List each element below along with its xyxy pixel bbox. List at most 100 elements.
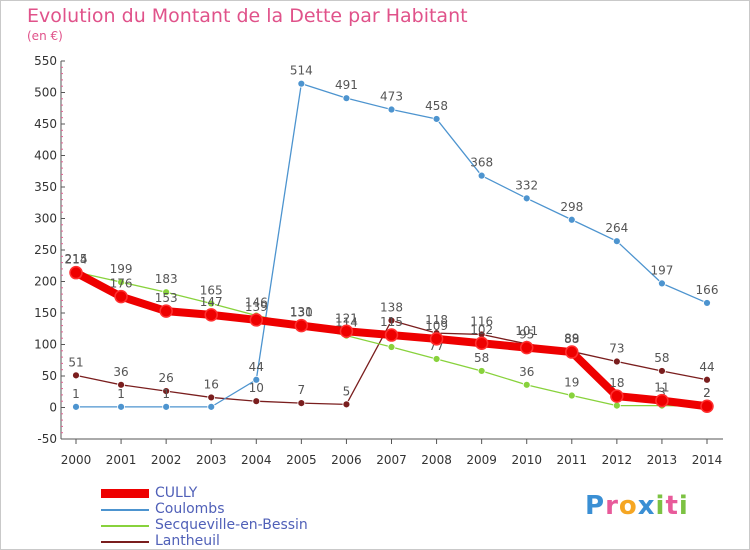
- data-label: 458: [425, 99, 448, 113]
- data-point: [339, 324, 354, 339]
- data-label: 1: [162, 387, 170, 401]
- data-label: 95: [519, 328, 534, 342]
- unit-label: (en €): [27, 29, 63, 43]
- data-label: 118: [425, 313, 448, 327]
- x-tick-label: 2002: [151, 453, 182, 467]
- data-point: [567, 215, 576, 224]
- legend-label: Secqueville-en-Bessin: [155, 517, 308, 533]
- data-label: 58: [474, 351, 489, 365]
- legend-swatch: [101, 525, 149, 527]
- x-tick-label: 2000: [61, 453, 92, 467]
- data-label: 73: [609, 342, 624, 356]
- data-point: [159, 304, 173, 318]
- data-point: [565, 345, 579, 359]
- data-point: [429, 332, 444, 346]
- data-point: [204, 308, 218, 322]
- y-tick-label: 0: [49, 401, 57, 415]
- data-label: 153: [155, 291, 178, 305]
- data-label: 7: [298, 383, 306, 397]
- data-point: [297, 79, 306, 88]
- data-point: [384, 328, 399, 342]
- data-label: 473: [380, 90, 403, 104]
- data-label: 3: [658, 386, 666, 400]
- data-label: 102: [470, 323, 493, 337]
- data-point: [117, 278, 125, 287]
- legend-swatch: [101, 489, 149, 498]
- data-point: [162, 288, 171, 297]
- data-point: [612, 357, 621, 366]
- data-label: 36: [519, 365, 534, 379]
- data-point: [207, 402, 216, 411]
- data-point: [207, 393, 216, 402]
- data-point: [522, 194, 531, 203]
- data-label: 121: [335, 311, 358, 325]
- data-label: 491: [335, 78, 358, 92]
- data-point: [703, 299, 711, 307]
- data-label: 1: [117, 387, 125, 401]
- data-label: 139: [245, 300, 268, 314]
- data-point: [69, 265, 83, 280]
- data-label: 138: [380, 301, 403, 315]
- data-point: [387, 343, 396, 351]
- x-tick-label: 2014: [692, 453, 723, 467]
- data-point: [658, 367, 666, 375]
- data-point: [207, 299, 216, 308]
- data-point: [387, 316, 396, 325]
- logo-letter: P: [585, 491, 606, 521]
- data-label: 1: [72, 387, 80, 401]
- y-tick-label: 100: [34, 338, 57, 352]
- data-label: 26: [159, 371, 174, 385]
- data-point: [294, 318, 309, 333]
- legend-swatch: [101, 541, 149, 543]
- x-tick-label: 2008: [421, 453, 452, 467]
- data-label: 10: [249, 381, 264, 395]
- logo-letter: x: [637, 491, 656, 521]
- legend-label: Lantheuil: [155, 533, 220, 549]
- data-point: [474, 336, 489, 350]
- data-label: 131: [290, 305, 313, 319]
- data-label: 264: [605, 221, 628, 235]
- logo-letter: o: [618, 491, 638, 521]
- data-label: 183: [155, 272, 178, 286]
- data-point: [700, 399, 714, 413]
- data-point: [162, 387, 171, 396]
- data-point: [612, 401, 621, 410]
- data-label: 215: [65, 252, 88, 266]
- data-point: [252, 397, 261, 406]
- series-line-coulombs: [75, 83, 708, 408]
- data-point: [703, 375, 711, 384]
- data-point: [114, 289, 128, 304]
- x-tick-label: 2013: [647, 453, 678, 467]
- data-label: 166: [696, 283, 719, 297]
- data-label: 147: [200, 295, 223, 309]
- data-point: [432, 115, 441, 123]
- data-point: [342, 94, 351, 103]
- data-label: 89: [564, 331, 579, 345]
- data-point: [252, 375, 261, 384]
- data-label: 199: [110, 262, 133, 276]
- data-label: 109: [425, 319, 448, 333]
- logo-letter: r: [605, 491, 619, 521]
- y-tick-label: 150: [34, 306, 57, 320]
- y-tick-label: 450: [34, 117, 57, 131]
- x-tick-label: 2009: [466, 453, 497, 467]
- x-tick-label: 2003: [196, 453, 227, 467]
- y-tick-label: -50: [37, 432, 57, 446]
- data-label: 36: [113, 365, 128, 379]
- data-label: 101: [515, 324, 538, 338]
- data-label: 2: [703, 386, 711, 400]
- data-point: [162, 402, 171, 411]
- data-point: [117, 402, 125, 411]
- x-tick-label: 2004: [241, 453, 272, 467]
- data-point: [477, 367, 486, 375]
- data-label: 2: [703, 386, 711, 400]
- y-tick-label: 50: [42, 369, 57, 383]
- legend-label: Coulombs: [155, 501, 225, 517]
- y-tick-label: 350: [34, 180, 57, 194]
- x-tick-label: 2007: [376, 453, 407, 467]
- data-label: 197: [650, 263, 673, 277]
- legend-item: CULLY: [101, 485, 361, 501]
- data-label: 88: [564, 332, 579, 346]
